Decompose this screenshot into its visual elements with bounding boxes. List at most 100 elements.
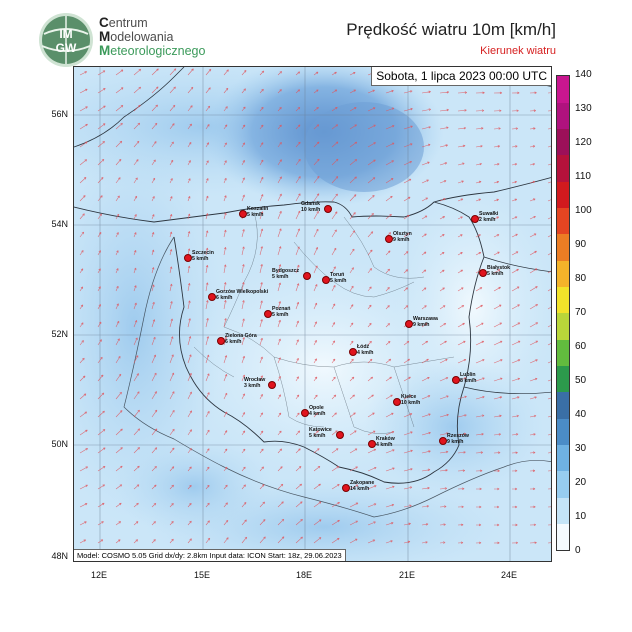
wind-arrow [79, 429, 88, 436]
wind-arrow [367, 448, 377, 454]
wind-arrow [277, 107, 282, 112]
city-marker [385, 235, 393, 243]
wind-arrow [277, 501, 284, 508]
colorbar-label: 0 [575, 545, 581, 556]
wind-arrow [79, 393, 87, 400]
wind-arrow [205, 213, 209, 220]
wind-arrow [79, 466, 89, 472]
wind-arrow [403, 376, 411, 382]
wind-arrow [367, 521, 376, 526]
wind-arrow [277, 282, 282, 292]
wind-arrow [331, 519, 340, 526]
wind-arrow [349, 107, 357, 112]
wind-arrow [187, 196, 191, 202]
wind-arrow [493, 340, 503, 346]
wind-arrow [349, 194, 357, 202]
wind-arrow [403, 214, 410, 220]
wind-arrow [313, 124, 320, 130]
wind-arrow [475, 287, 483, 292]
wind-arrow [475, 377, 485, 382]
wind-arrow [529, 198, 536, 202]
wind-arrow [79, 106, 88, 112]
wind-arrow [115, 177, 121, 184]
wind-arrow [187, 160, 191, 166]
wind-arrow [529, 250, 537, 256]
wind-arrow [187, 429, 192, 436]
wind-arrow [277, 483, 284, 490]
wind-arrow [331, 501, 340, 508]
wind-arrow [403, 90, 413, 94]
wind-arrow [421, 197, 429, 202]
wind-arrow [241, 430, 246, 436]
wind-arrow [547, 433, 551, 436]
wind-arrow [187, 318, 191, 328]
wind-arrow [457, 523, 464, 527]
city-marker [239, 210, 247, 218]
wind-arrow [223, 411, 228, 418]
wind-arrow [115, 158, 122, 166]
wind-arrow [259, 211, 264, 220]
wind-arrow [511, 433, 519, 436]
wind-arrow [187, 123, 192, 130]
wind-arrow [457, 287, 464, 292]
wind-arrow [421, 233, 427, 238]
wind-arrow [331, 448, 339, 454]
wind-arrow [115, 521, 122, 526]
wind-arrow [79, 159, 88, 166]
wind-arrow [349, 159, 358, 166]
wind-arrow [259, 319, 263, 328]
wind-arrow [547, 252, 551, 256]
lon-tick-12: 12E [90, 570, 107, 580]
wind-arrow [367, 430, 376, 436]
wind-arrow [511, 340, 521, 346]
wind-arrow [133, 539, 139, 544]
wind-arrow [97, 88, 106, 94]
wind-arrow [241, 264, 245, 274]
wind-arrow [313, 448, 320, 454]
wind-arrow [97, 321, 102, 328]
wind-arrow [475, 505, 482, 509]
wind-arrow [151, 86, 159, 94]
wind-arrow [79, 322, 84, 328]
wind-arrow [223, 142, 227, 148]
wind-arrow [403, 251, 409, 256]
wind-arrow [511, 322, 521, 328]
wind-arrow [511, 180, 518, 184]
wind-arrow [511, 251, 519, 256]
wind-arrow [493, 487, 500, 491]
wind-arrow [223, 106, 228, 112]
org-line-2: Modelowania [99, 29, 174, 45]
wind-arrow [295, 246, 300, 256]
wind-arrow [439, 523, 446, 526]
wind-speed-colorbar [556, 75, 570, 551]
wind-arrow [241, 160, 245, 166]
wind-arrow [187, 448, 192, 454]
wind-arrow [349, 520, 358, 526]
wind-arrow [331, 266, 336, 274]
map-canvas [74, 67, 551, 561]
wind-arrow [115, 250, 119, 256]
wind-arrow [241, 246, 245, 256]
wind-arrow [115, 303, 119, 310]
wind-arrow [457, 305, 465, 310]
wind-arrow [79, 304, 84, 310]
wind-arrow [133, 122, 141, 130]
wind-arrow [169, 318, 174, 328]
wind-arrow [133, 373, 139, 382]
wind-arrow [439, 469, 448, 472]
wind-arrow [511, 163, 518, 166]
colorbar-segment [557, 444, 569, 472]
wind-arrow [295, 518, 303, 526]
wind-arrow [259, 466, 264, 472]
wind-arrow [277, 159, 282, 166]
wind-arrow [385, 522, 394, 526]
wind-arrow [169, 159, 174, 166]
wind-arrow [439, 322, 447, 328]
wind-arrow [493, 541, 500, 545]
wind-arrow [367, 286, 372, 292]
wind-arrow [349, 176, 357, 184]
map-subtitle: Kierunek wiatru [480, 45, 556, 57]
wind-arrow [79, 123, 88, 130]
wind-arrow [205, 160, 209, 166]
wind-arrow [385, 503, 395, 508]
